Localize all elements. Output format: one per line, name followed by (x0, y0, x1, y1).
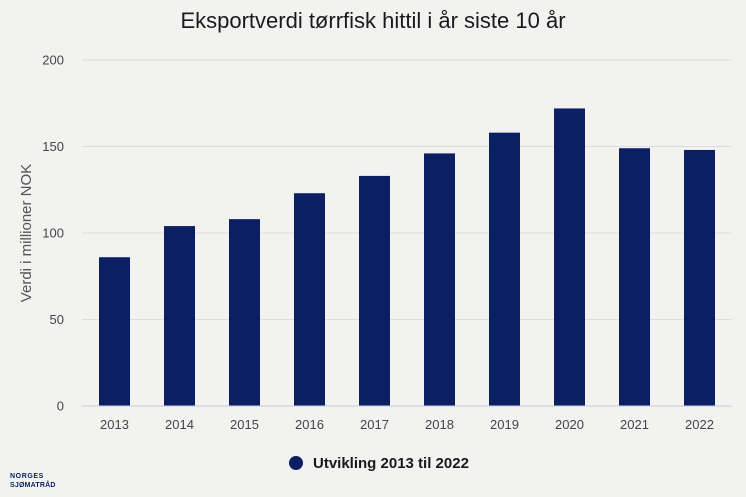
bar-2017[interactable] (359, 175, 390, 406)
x-axis-ticks: 2013 2014 2015 2016 2017 2018 2019 2020 2021 2022 (100, 417, 714, 432)
x-tick-label: 2022 (685, 417, 714, 432)
bar-2020[interactable] (554, 108, 585, 406)
bar-2016[interactable] (294, 193, 325, 406)
legend-marker (289, 456, 303, 470)
x-tick-label: 2019 (490, 417, 519, 432)
bar-2014[interactable] (164, 226, 195, 406)
y-axis-label: Verdi i millioner NOK (18, 164, 35, 302)
legend-label-series-1: Utvikling 2013 til 2022 (313, 455, 469, 472)
x-tick-label: 2020 (555, 417, 584, 432)
bar-2021[interactable] (619, 148, 650, 407)
logo-line-2: SJØMATRÅD (10, 482, 56, 489)
y-tick-label: 0 (57, 399, 64, 414)
bar-2018[interactable] (424, 153, 455, 406)
bar-2015[interactable] (229, 219, 260, 406)
x-tick-label: 2021 (620, 417, 649, 432)
legend[interactable]: Utvikling 2013 til 2022 (289, 455, 469, 472)
logo-line-1: NORGES (10, 473, 44, 480)
chart-title: Eksportverdi tørrfisk hittil i år siste … (180, 8, 565, 33)
x-tick-label: 2018 (425, 417, 454, 432)
y-axis-ticks: 0 50 100 150 200 (42, 53, 64, 414)
y-tick-label: 150 (42, 139, 64, 154)
x-tick-label: 2013 (100, 417, 129, 432)
bars (99, 108, 715, 407)
x-tick-label: 2015 (230, 417, 259, 432)
y-tick-label: 100 (42, 226, 64, 241)
bar-2022[interactable] (684, 149, 715, 406)
y-tick-label: 200 (42, 53, 64, 68)
norges-sjomatrad-logo: NORGES SJØMATRÅD (10, 472, 56, 490)
x-tick-label: 2016 (295, 417, 324, 432)
y-tick-label: 50 (50, 312, 64, 327)
x-tick-label: 2014 (165, 417, 194, 432)
bar-2019[interactable] (489, 132, 520, 406)
x-tick-label: 2017 (360, 417, 389, 432)
bar-2013[interactable] (99, 257, 130, 406)
